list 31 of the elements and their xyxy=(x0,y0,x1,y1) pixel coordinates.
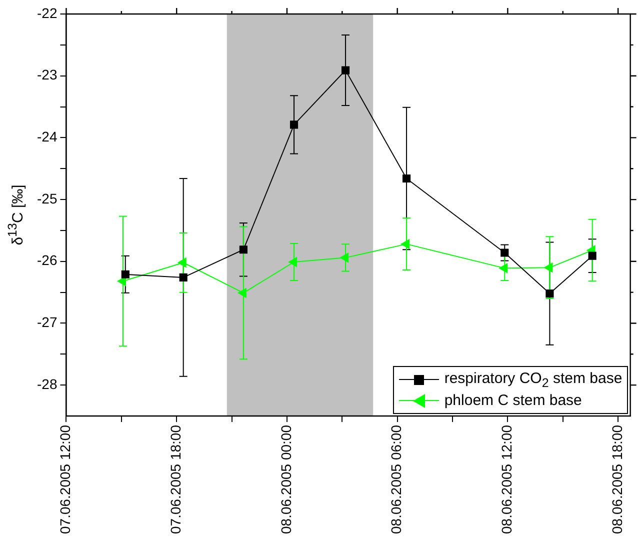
point xyxy=(340,252,349,263)
y-tick-label: -26 xyxy=(37,252,58,268)
point xyxy=(178,258,186,268)
y-tick-label: -25 xyxy=(37,190,58,206)
point xyxy=(121,270,130,278)
point xyxy=(546,290,554,298)
point xyxy=(238,288,246,298)
point xyxy=(341,66,350,74)
y-tick-label: -27 xyxy=(37,314,58,330)
x-tick-label: 07.06.2005 18:00 xyxy=(167,424,184,534)
x-tick-label: 07.06.2005 12:00 xyxy=(57,424,74,534)
point xyxy=(401,239,410,249)
legend-label: respiratory CO$_{2}$ stem base xyxy=(444,370,622,390)
y-tick-label: -28 xyxy=(37,376,58,392)
x-tick-label: 08.06.2005 06:00 xyxy=(388,424,404,534)
x-tick-label: 08.06.2005 00:00 xyxy=(278,424,294,534)
x-tick-label: 08.06.2005 18:00 xyxy=(608,424,625,534)
point xyxy=(239,246,248,254)
point xyxy=(402,174,411,183)
point xyxy=(499,263,508,274)
point xyxy=(544,262,553,272)
x-tick-label: 08.06.2005 12:00 xyxy=(498,424,515,534)
y-tick-label: -23 xyxy=(37,66,58,83)
y-tick-label: -22 xyxy=(37,4,58,21)
point xyxy=(500,248,509,257)
point xyxy=(290,120,298,129)
point xyxy=(179,273,188,282)
point xyxy=(588,252,596,260)
legend-label: phloem C stem base xyxy=(444,392,582,409)
y-tick-label: -24 xyxy=(37,128,58,145)
point xyxy=(288,257,298,267)
